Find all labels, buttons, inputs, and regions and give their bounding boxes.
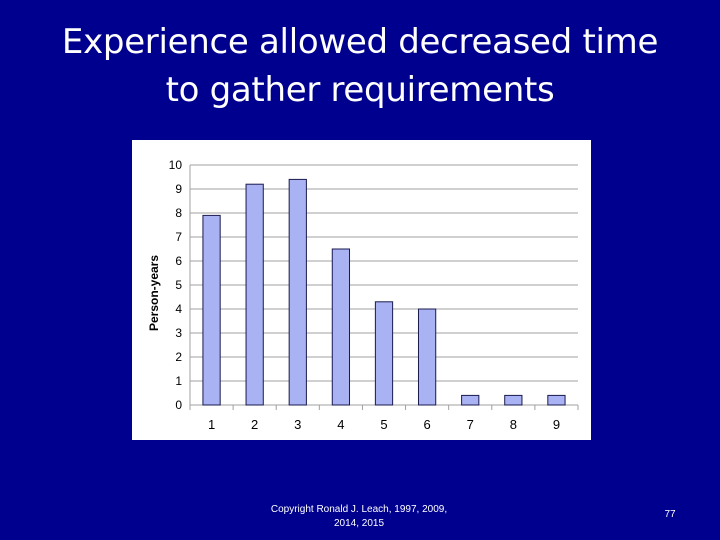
footer-copyright: Copyright Ronald J. Leach, 1997, 2009, 2… bbox=[250, 503, 468, 531]
x-tick-label: 8 bbox=[510, 417, 517, 432]
y-tick-label: 6 bbox=[175, 254, 182, 268]
y-tick-label: 10 bbox=[169, 158, 183, 172]
bar-1 bbox=[202, 214, 221, 406]
x-tick-label: 1 bbox=[208, 417, 215, 432]
bar-3 bbox=[288, 178, 307, 406]
slide-title-line-2: to gather requirements bbox=[165, 70, 555, 110]
bar-4 bbox=[331, 248, 351, 406]
bar-5 bbox=[374, 301, 394, 406]
y-tick-label: 9 bbox=[175, 182, 182, 196]
footer-copyright-line-1: Copyright Ronald J. Leach, 1997, 2009, bbox=[270, 504, 448, 515]
x-tick-label: 4 bbox=[337, 417, 344, 432]
y-tick-label: 0 bbox=[175, 398, 182, 412]
x-tick-label: 7 bbox=[467, 417, 474, 432]
chart-y-ticks: 0 1 2 3 4 5 6 7 8 9 10 bbox=[169, 158, 183, 412]
y-tick-label: 1 bbox=[175, 374, 182, 388]
y-axis-label: Person-years bbox=[147, 255, 161, 331]
page-number: 77 bbox=[664, 509, 676, 520]
chart-svg: 0 1 2 3 4 5 6 7 8 9 10 1 2 3 4 5 6 7 8 9 Person-years bbox=[147, 158, 579, 432]
footer-copyright-line-2: 2014, 2015 bbox=[333, 518, 385, 529]
slide-title-line-1: Experience allowed decreased time bbox=[61, 22, 659, 62]
x-tick-label: 2 bbox=[251, 417, 258, 432]
x-tick-label: 6 bbox=[423, 417, 430, 432]
bar-7 bbox=[461, 394, 480, 406]
x-tick-label: 5 bbox=[380, 417, 387, 432]
slide-title: Experience allowed decreased time to gat… bbox=[0, 18, 720, 114]
y-tick-label: 8 bbox=[175, 206, 182, 220]
y-tick-label: 2 bbox=[175, 350, 182, 364]
bar-8 bbox=[504, 394, 523, 406]
chart-bars bbox=[202, 178, 566, 406]
y-tick-label: 3 bbox=[175, 326, 182, 340]
bar-6 bbox=[417, 308, 437, 406]
bar-2 bbox=[245, 183, 264, 406]
bar-chart: 0 1 2 3 4 5 6 7 8 9 10 1 2 3 4 5 6 7 8 9 Person-years bbox=[132, 140, 591, 440]
y-tick-label: 5 bbox=[175, 278, 182, 292]
bar-9 bbox=[547, 394, 566, 406]
x-tick-label: 9 bbox=[553, 417, 560, 432]
y-tick-label: 4 bbox=[175, 302, 182, 316]
chart-x-ticks: 1 2 3 4 5 6 7 8 9 bbox=[208, 417, 560, 432]
y-tick-label: 7 bbox=[175, 230, 182, 244]
x-tick-label: 3 bbox=[294, 417, 301, 432]
